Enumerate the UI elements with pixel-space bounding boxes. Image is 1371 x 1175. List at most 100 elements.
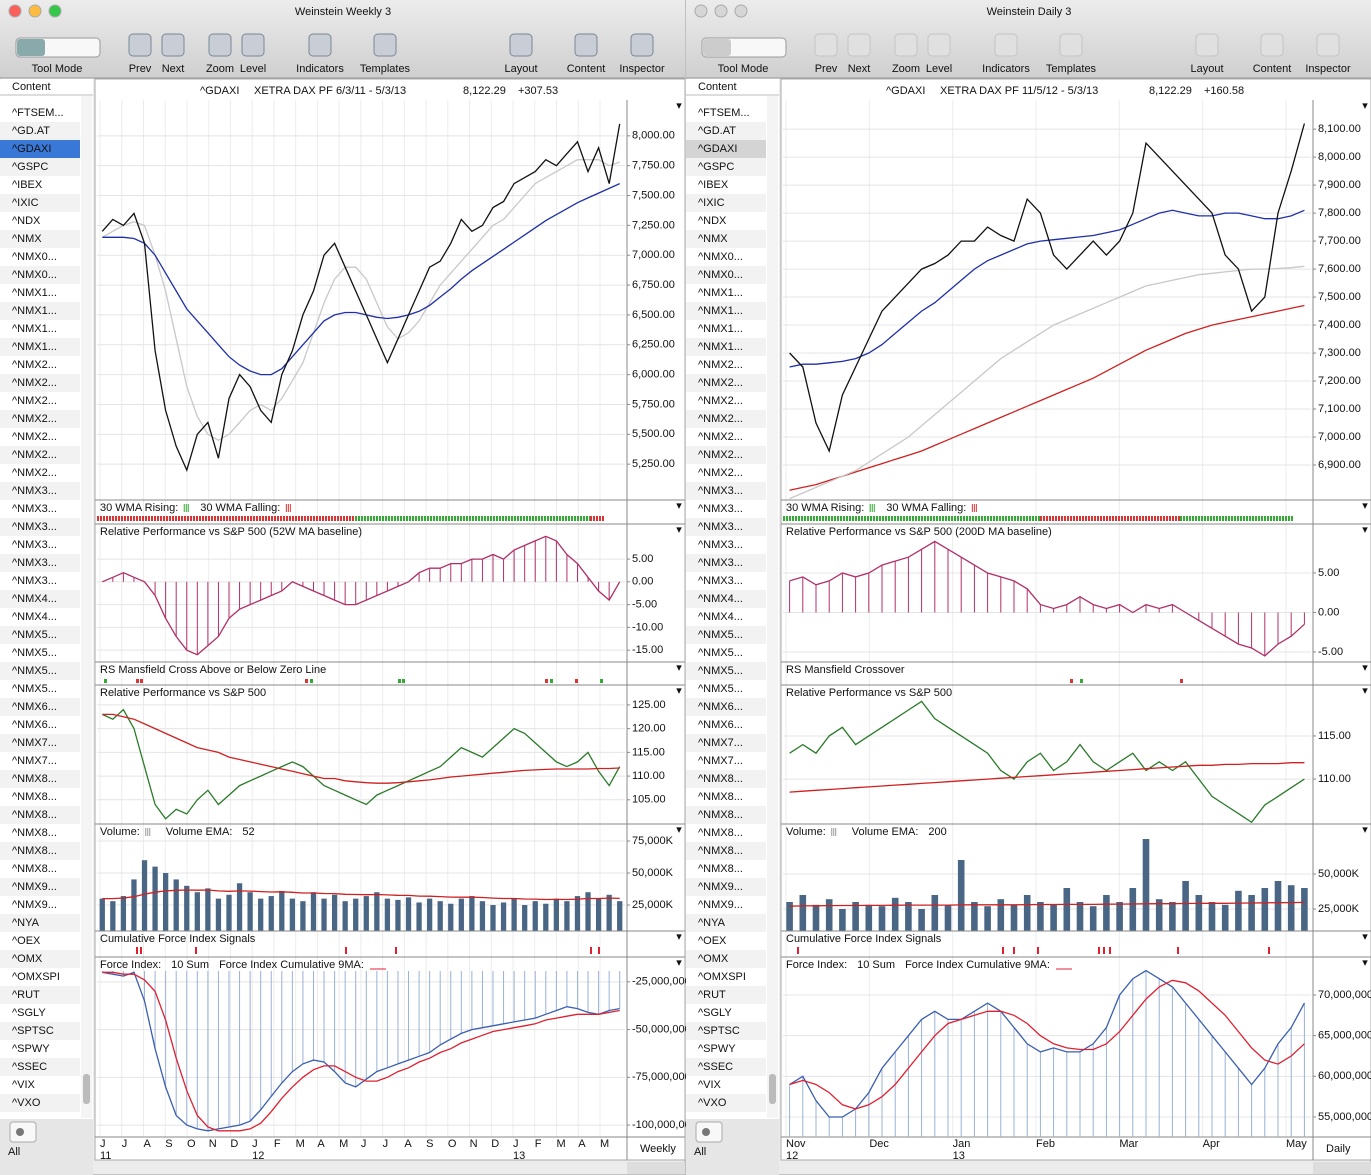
sidebar-item[interactable]: ^NMX4... [698,593,743,605]
sidebar-item[interactable]: ^NMX3... [698,575,743,587]
window-button[interactable] [714,4,728,18]
toolbar-label[interactable]: Indicators [982,63,1030,75]
sidebar-item[interactable]: ^NMX3... [12,503,57,515]
sidebar-item[interactable]: ^IXIC [698,197,725,209]
sidebar-item[interactable]: ^NMX7... [12,737,57,749]
sidebar-item[interactable]: ^SPWY [698,1043,736,1055]
sidebar-row[interactable] [686,212,766,230]
sidebar-item[interactable]: ^NMX1... [698,287,743,299]
sidebar-row[interactable] [0,914,80,932]
sidebar-item[interactable]: ^SSEC [12,1061,47,1073]
sidebar-row[interactable] [686,896,766,914]
panel-menu[interactable]: ▾ [676,524,682,536]
sidebar-item[interactable]: ^NMX0... [12,269,57,281]
sidebar-item[interactable]: ^NMX3... [698,521,743,533]
sidebar-item[interactable]: ^NMX8... [12,863,57,875]
sidebar-row[interactable] [686,284,766,302]
sidebar-item[interactable]: ^NMX8... [698,863,743,875]
sidebar-item[interactable]: ^GDAXI [12,143,51,155]
sidebar-row[interactable] [0,608,80,626]
sidebar-row[interactable] [0,140,80,158]
panel-menu[interactable]: ▾ [1362,100,1368,112]
sidebar-row[interactable] [0,104,80,122]
sidebar-row[interactable] [0,194,80,212]
sidebar-item[interactable]: ^NMX5... [698,647,743,659]
scroll-thumb[interactable] [83,1074,90,1104]
sidebar-row[interactable] [686,500,766,518]
sidebar-row[interactable] [0,518,80,536]
sidebar-row[interactable] [0,1004,80,1022]
sidebar-item[interactable]: ^NMX5... [698,683,743,695]
sidebar-item[interactable]: ^SGLY [12,1007,46,1019]
panel-menu[interactable]: ▾ [676,931,682,943]
window-button[interactable] [734,4,748,18]
sidebar-item[interactable]: ^NMX9... [12,881,57,893]
sidebar-row[interactable] [686,1058,766,1076]
sidebar-row[interactable] [686,122,766,140]
sidebar-item[interactable]: ^NMX1... [698,323,743,335]
sidebar-item[interactable]: ^NMX1... [12,341,57,353]
sidebar-item[interactable]: ^NMX3... [698,539,743,551]
sidebar-item[interactable]: ^NMX3... [12,575,57,587]
sidebar-row[interactable] [686,914,766,932]
sidebar-item[interactable]: ^RUT [698,989,726,1001]
panel-menu[interactable]: ▾ [1362,957,1368,969]
toolbar-icon[interactable] [847,33,871,57]
toolbar-icon[interactable] [630,33,654,57]
toolbar-icon[interactable] [208,33,232,57]
toolbar-label[interactable]: Next [162,63,185,75]
sidebar-item[interactable]: ^NMX9... [698,881,743,893]
sidebar-item[interactable]: ^NMX8... [12,773,57,785]
panel-menu[interactable]: ▾ [1362,524,1368,536]
sidebar-item[interactable]: ^NMX8... [12,827,57,839]
toolbar-icon[interactable] [814,33,838,57]
sidebar-item[interactable]: ^NMX2... [12,467,57,479]
sidebar-row[interactable] [686,302,766,320]
sidebar-row[interactable] [686,590,766,608]
sidebar-row[interactable] [0,842,80,860]
sidebar-row[interactable] [0,248,80,266]
window-button[interactable] [8,4,22,18]
sidebar-item[interactable]: ^NMX3... [698,485,743,497]
toolbar-label[interactable]: Templates [360,63,411,75]
sidebar-row[interactable] [0,986,80,1004]
sidebar-item[interactable]: ^VXO [698,1097,727,1109]
sidebar-item[interactable]: ^IBEX [12,179,43,191]
sidebar-row[interactable] [0,590,80,608]
sidebar-item[interactable]: ^NMX4... [12,611,57,623]
panel-menu[interactable]: ▾ [1362,931,1368,943]
sidebar-row[interactable] [686,752,766,770]
toolbar-label[interactable]: Zoom [892,63,920,75]
sidebar-item[interactable]: ^NMX1... [12,287,57,299]
toolbar-icon[interactable] [373,33,397,57]
panel-menu[interactable]: ▾ [1362,500,1368,512]
sidebar-row[interactable] [686,986,766,1004]
sidebar-item[interactable]: ^NMX2... [698,449,743,461]
sidebar-item[interactable]: ^NMX5... [698,665,743,677]
sidebar-row[interactable] [686,248,766,266]
sidebar-row[interactable] [0,770,80,788]
toolbar-label[interactable]: Content [567,63,606,75]
sidebar-item[interactable]: ^VXO [12,1097,41,1109]
sidebar-row[interactable] [686,140,766,158]
sidebar-item[interactable]: ^GDAXI [698,143,737,155]
sidebar-row[interactable] [686,932,766,950]
sidebar-row[interactable] [686,446,766,464]
sidebar-item[interactable]: ^NMX8... [698,809,743,821]
sidebar-item[interactable]: ^NMX1... [12,305,57,317]
panel-menu[interactable]: ▾ [676,662,682,674]
sidebar-item[interactable]: ^SPTSC [698,1025,740,1037]
sidebar-row[interactable] [686,158,766,176]
sidebar-item[interactable]: ^NMX8... [698,791,743,803]
sidebar-item[interactable]: ^NMX4... [698,611,743,623]
sidebar-item[interactable]: ^NMX1... [12,323,57,335]
sidebar-row[interactable] [0,878,80,896]
toolbar-label[interactable]: Prev [815,63,838,75]
toolbar-label[interactable]: Level [926,63,952,75]
toolbar-icon[interactable] [894,33,918,57]
toolbar-icon[interactable] [1316,33,1340,57]
sidebar-item[interactable]: ^NMX [12,233,42,245]
toolbar-label[interactable]: Layout [504,63,537,75]
sidebar-row[interactable] [0,446,80,464]
sidebar-item[interactable]: ^SPTSC [12,1025,54,1037]
